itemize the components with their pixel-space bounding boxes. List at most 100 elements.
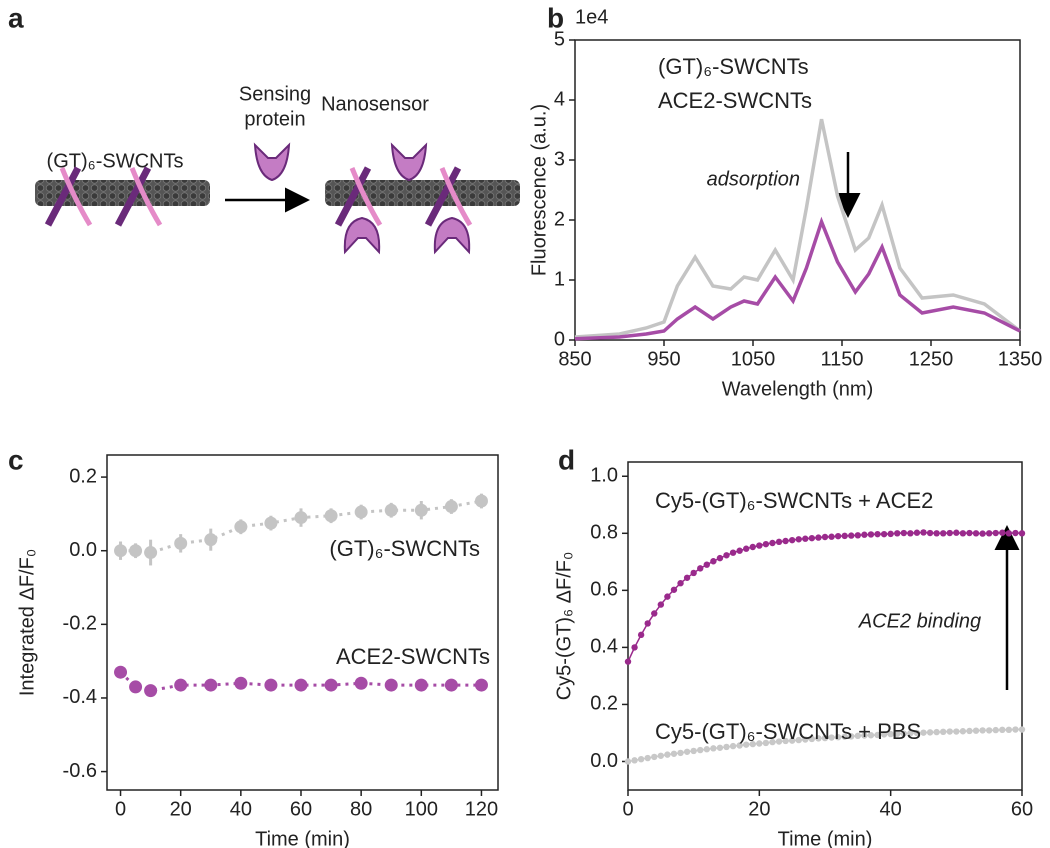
data-point bbox=[294, 511, 308, 525]
panel-label: a bbox=[8, 2, 24, 33]
data-point bbox=[174, 536, 188, 550]
data-point bbox=[802, 535, 809, 542]
data-point bbox=[795, 536, 802, 543]
dna-helix bbox=[334, 166, 462, 227]
data-point bbox=[657, 601, 665, 608]
protein-icon bbox=[343, 216, 381, 255]
data-point bbox=[933, 728, 940, 736]
series-label: ACE2-SWCNTs bbox=[336, 644, 490, 669]
data-point bbox=[959, 530, 967, 537]
data-point bbox=[815, 735, 822, 742]
y-tick-label: 0.2 bbox=[590, 693, 618, 715]
data-point bbox=[756, 542, 763, 549]
data-point bbox=[999, 529, 1006, 536]
data-point bbox=[324, 509, 338, 523]
data-point bbox=[294, 678, 308, 692]
data-point bbox=[821, 734, 829, 742]
data-point bbox=[1012, 726, 1019, 733]
x-axis-label: Wavelength (nm) bbox=[722, 378, 874, 400]
x-tick-label: 1350 bbox=[998, 348, 1043, 370]
data-point bbox=[985, 530, 993, 537]
y-tick-label: 0.0 bbox=[69, 539, 97, 561]
data-point bbox=[953, 529, 960, 536]
y-tick-label: 0.8 bbox=[590, 522, 618, 544]
data-point bbox=[651, 753, 658, 761]
data-point bbox=[887, 730, 894, 738]
data-point bbox=[729, 549, 737, 556]
data-point bbox=[703, 746, 710, 753]
y-tick-label: 2 bbox=[554, 208, 565, 230]
data-point bbox=[894, 530, 901, 537]
data-point bbox=[743, 741, 750, 748]
data-point bbox=[677, 749, 684, 757]
data-point bbox=[690, 569, 697, 577]
connect-line bbox=[627, 531, 1023, 662]
data-point bbox=[651, 610, 658, 617]
protein-icon bbox=[433, 216, 471, 255]
data-point bbox=[841, 532, 848, 540]
data-point bbox=[144, 684, 158, 698]
annotation: ACE2 binding bbox=[858, 610, 981, 632]
data-point bbox=[1012, 529, 1019, 537]
x-tick-label: 60 bbox=[290, 798, 312, 820]
data-point bbox=[782, 737, 789, 745]
data-point bbox=[670, 586, 678, 593]
data-point bbox=[444, 500, 458, 514]
data-point bbox=[979, 530, 986, 537]
data-point bbox=[907, 530, 914, 537]
x-tick-label: 120 bbox=[465, 798, 498, 820]
protein-icon bbox=[390, 142, 428, 182]
data-point bbox=[854, 732, 862, 740]
data-point bbox=[204, 533, 218, 547]
y-tick-label: 0.0 bbox=[590, 750, 618, 772]
data-point bbox=[670, 750, 678, 757]
data-point bbox=[474, 494, 488, 508]
annotation: adsorption bbox=[707, 168, 800, 190]
data-point bbox=[887, 530, 894, 538]
data-point bbox=[723, 743, 730, 751]
data-point bbox=[913, 729, 921, 737]
data-point bbox=[972, 530, 980, 537]
data-point bbox=[756, 740, 763, 747]
data-point bbox=[716, 744, 724, 751]
data-point bbox=[979, 727, 986, 734]
data-point bbox=[821, 533, 829, 541]
data-point bbox=[1018, 530, 1026, 537]
data-point bbox=[657, 752, 665, 759]
data-point bbox=[114, 544, 128, 558]
data-point bbox=[913, 529, 921, 536]
data-point bbox=[264, 678, 278, 692]
data-point bbox=[690, 747, 697, 755]
series-label: Cy5-(GT)₆-SWCNTs + PBS bbox=[655, 719, 921, 744]
data-point bbox=[736, 547, 743, 554]
x-tick-label: 1250 bbox=[909, 348, 954, 370]
y-axis-label: Integrated ΔF/F₀ bbox=[16, 549, 38, 696]
data-point bbox=[769, 738, 776, 746]
data-point bbox=[204, 678, 218, 692]
data-point bbox=[834, 734, 842, 741]
data-point bbox=[710, 558, 717, 565]
data-point bbox=[972, 727, 980, 734]
data-point bbox=[874, 731, 881, 739]
data-point bbox=[966, 529, 973, 537]
data-point bbox=[946, 529, 953, 537]
data-point bbox=[264, 516, 278, 530]
sensor-label: Nanosensor bbox=[321, 93, 429, 115]
data-point bbox=[900, 529, 907, 537]
data-point bbox=[940, 728, 947, 736]
series-label: (GT)₆-SWCNTs bbox=[658, 54, 809, 79]
nanotube bbox=[325, 180, 520, 206]
data-point bbox=[894, 730, 901, 738]
data-point bbox=[624, 658, 632, 665]
data-point bbox=[782, 537, 789, 545]
data-point bbox=[808, 735, 816, 743]
y-tick-label: 4 bbox=[554, 88, 565, 110]
data-point bbox=[828, 533, 835, 540]
data-point bbox=[129, 680, 143, 694]
data-point bbox=[234, 676, 248, 690]
data-point bbox=[664, 593, 671, 600]
data-point bbox=[834, 532, 842, 540]
x-tick-label: 20 bbox=[748, 798, 770, 820]
panel-label: c bbox=[8, 444, 24, 475]
